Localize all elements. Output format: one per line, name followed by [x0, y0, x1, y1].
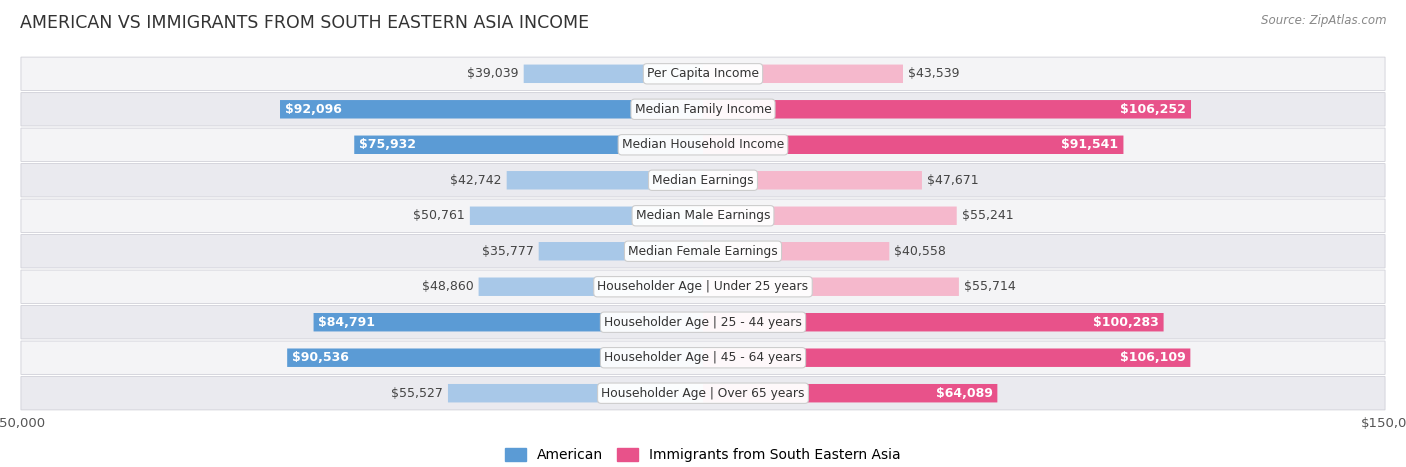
- FancyBboxPatch shape: [703, 100, 1191, 119]
- Text: Median Male Earnings: Median Male Earnings: [636, 209, 770, 222]
- FancyBboxPatch shape: [21, 128, 1385, 162]
- FancyBboxPatch shape: [354, 135, 703, 154]
- Text: $55,714: $55,714: [963, 280, 1015, 293]
- Text: Median Earnings: Median Earnings: [652, 174, 754, 187]
- FancyBboxPatch shape: [703, 135, 1123, 154]
- Text: Per Capita Income: Per Capita Income: [647, 67, 759, 80]
- FancyBboxPatch shape: [21, 270, 1385, 304]
- Text: $43,539: $43,539: [908, 67, 959, 80]
- FancyBboxPatch shape: [21, 92, 1385, 126]
- Text: Householder Age | 45 - 64 years: Householder Age | 45 - 64 years: [605, 351, 801, 364]
- Text: $106,252: $106,252: [1121, 103, 1187, 116]
- Text: $75,932: $75,932: [359, 138, 416, 151]
- FancyBboxPatch shape: [21, 57, 1385, 91]
- FancyBboxPatch shape: [703, 313, 1164, 332]
- FancyBboxPatch shape: [703, 277, 959, 296]
- FancyBboxPatch shape: [506, 171, 703, 190]
- Text: $42,742: $42,742: [450, 174, 502, 187]
- FancyBboxPatch shape: [21, 199, 1385, 233]
- FancyBboxPatch shape: [280, 100, 703, 119]
- Text: Householder Age | Over 65 years: Householder Age | Over 65 years: [602, 387, 804, 400]
- FancyBboxPatch shape: [21, 163, 1385, 197]
- Text: AMERICAN VS IMMIGRANTS FROM SOUTH EASTERN ASIA INCOME: AMERICAN VS IMMIGRANTS FROM SOUTH EASTER…: [20, 14, 589, 32]
- Text: $47,671: $47,671: [927, 174, 979, 187]
- FancyBboxPatch shape: [703, 64, 903, 83]
- Text: Median Household Income: Median Household Income: [621, 138, 785, 151]
- Text: $100,283: $100,283: [1092, 316, 1159, 329]
- FancyBboxPatch shape: [703, 242, 889, 261]
- FancyBboxPatch shape: [478, 277, 703, 296]
- Text: Median Female Earnings: Median Female Earnings: [628, 245, 778, 258]
- Text: $106,109: $106,109: [1119, 351, 1185, 364]
- FancyBboxPatch shape: [314, 313, 703, 332]
- Text: $55,527: $55,527: [391, 387, 443, 400]
- FancyBboxPatch shape: [21, 234, 1385, 268]
- Text: Source: ZipAtlas.com: Source: ZipAtlas.com: [1261, 14, 1386, 27]
- FancyBboxPatch shape: [703, 206, 956, 225]
- Text: $48,860: $48,860: [422, 280, 474, 293]
- FancyBboxPatch shape: [21, 341, 1385, 375]
- Text: Median Family Income: Median Family Income: [634, 103, 772, 116]
- FancyBboxPatch shape: [703, 348, 1191, 367]
- FancyBboxPatch shape: [703, 171, 922, 190]
- FancyBboxPatch shape: [21, 305, 1385, 339]
- Text: Householder Age | Under 25 years: Householder Age | Under 25 years: [598, 280, 808, 293]
- Text: $40,558: $40,558: [894, 245, 946, 258]
- FancyBboxPatch shape: [523, 64, 703, 83]
- FancyBboxPatch shape: [21, 376, 1385, 410]
- Text: $91,541: $91,541: [1062, 138, 1119, 151]
- Text: $64,089: $64,089: [935, 387, 993, 400]
- Legend: American, Immigrants from South Eastern Asia: American, Immigrants from South Eastern …: [499, 443, 907, 467]
- FancyBboxPatch shape: [538, 242, 703, 261]
- Text: $90,536: $90,536: [292, 351, 349, 364]
- Text: Householder Age | 25 - 44 years: Householder Age | 25 - 44 years: [605, 316, 801, 329]
- Text: $84,791: $84,791: [318, 316, 375, 329]
- Text: $50,761: $50,761: [413, 209, 465, 222]
- Text: $39,039: $39,039: [467, 67, 519, 80]
- Text: $35,777: $35,777: [482, 245, 534, 258]
- FancyBboxPatch shape: [703, 384, 997, 403]
- Text: $55,241: $55,241: [962, 209, 1014, 222]
- FancyBboxPatch shape: [449, 384, 703, 403]
- FancyBboxPatch shape: [470, 206, 703, 225]
- FancyBboxPatch shape: [287, 348, 703, 367]
- Text: $92,096: $92,096: [285, 103, 342, 116]
